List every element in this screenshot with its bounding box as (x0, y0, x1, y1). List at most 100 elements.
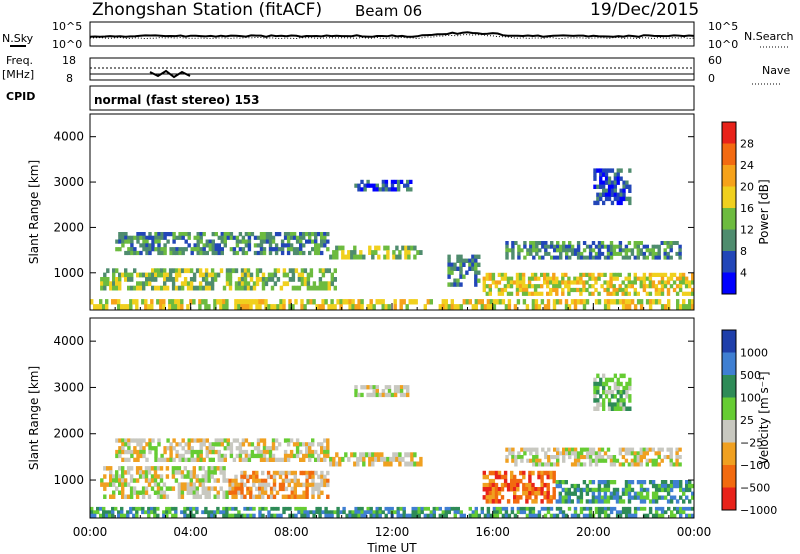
power-cell-1 (157, 268, 161, 274)
power-cell-0 (534, 299, 539, 305)
power-cell-3 (314, 239, 318, 244)
power-cell-4 (386, 250, 390, 255)
velocity-cell-2 (269, 490, 274, 495)
velocity-cell-2 (302, 494, 306, 499)
velocity-cell-1 (144, 470, 149, 475)
velocity-cell-6 (691, 491, 695, 496)
velocity-cell-0 (657, 506, 662, 511)
velocity-cell-0 (480, 506, 484, 511)
velocity-cell-0 (627, 510, 632, 515)
power-cell-2 (627, 280, 631, 285)
power-cell-6 (390, 187, 395, 192)
velocity-cell-6 (639, 480, 644, 485)
velocity-cell-7 (582, 447, 587, 452)
power-cell-6 (357, 187, 361, 192)
velocity-cell-0 (438, 513, 442, 518)
velocity-cell-0 (456, 510, 460, 515)
velocity-cell-3 (250, 449, 255, 455)
velocity-cell-0 (636, 506, 641, 511)
power-cell-1 (270, 277, 275, 282)
power-cell-5 (576, 241, 581, 245)
power-cell-1 (321, 281, 326, 287)
velocity-cell-0 (630, 513, 635, 518)
velocity-cell-9 (619, 398, 623, 403)
velocity-cell-2 (320, 474, 324, 480)
velocity-cell-0 (510, 506, 515, 511)
power-cell-1 (103, 281, 107, 287)
velocity-cell-1 (192, 486, 196, 491)
power-cell-2 (552, 284, 556, 289)
velocity-cell-1 (195, 486, 199, 491)
velocity-cell-3 (157, 442, 161, 447)
velocity-cell-2 (299, 470, 303, 476)
power-cell-3 (196, 250, 200, 256)
velocity-cell-6 (555, 499, 559, 504)
power-cell-2 (615, 272, 619, 277)
velocity-cell-1 (150, 466, 155, 471)
power-cell-2 (537, 291, 541, 296)
velocity-cell-3 (121, 438, 125, 443)
power-cell-1 (154, 272, 158, 278)
power-cell-5 (579, 251, 584, 256)
power-cell-6 (406, 183, 410, 188)
velocity-cell-5 (488, 478, 493, 484)
power-cell-5 (559, 251, 563, 256)
velocity-cell-5 (519, 495, 523, 500)
velocity-cell-7 (568, 451, 572, 456)
velocity-cell-0 (375, 513, 379, 518)
power-cell-7 (613, 184, 617, 189)
velocity-cell-0 (165, 510, 169, 515)
colorbar-swatch (722, 251, 736, 273)
power-cell-1 (130, 272, 134, 278)
velocity-cell-0 (588, 513, 593, 518)
power-cell-7 (613, 180, 617, 185)
power-cell-2 (488, 284, 492, 289)
velocity-cell-1 (147, 470, 152, 475)
power-cell-1 (282, 281, 287, 287)
velocity-cell-0 (249, 506, 253, 511)
velocity-cell-1 (141, 474, 146, 479)
power-cell-2 (503, 272, 508, 277)
velocity-cell-0 (486, 510, 491, 515)
velocity-cell-2 (231, 490, 235, 495)
velocity-cell-5 (546, 495, 550, 500)
velocity-cell-6 (576, 495, 580, 500)
velocity-cell-0 (231, 506, 235, 511)
power-cell-4 (359, 250, 363, 255)
power-cell-3 (308, 235, 312, 240)
power-cell-3 (193, 235, 197, 240)
velocity-cell-2 (234, 490, 238, 495)
velocity-cell-5 (546, 482, 550, 488)
velocity-cell-3 (259, 438, 264, 443)
power-cell-5 (606, 244, 611, 249)
power-cell-8 (447, 254, 451, 259)
velocity-cell-0 (129, 510, 133, 515)
power-cell-5 (615, 251, 620, 256)
velocity-cell-0 (495, 506, 500, 511)
velocity-cell-5 (546, 470, 550, 476)
velocity-cell-6 (630, 487, 635, 493)
velocity-cell-0 (165, 513, 169, 518)
velocity-cell-3 (235, 438, 240, 443)
velocity-cell-1 (121, 482, 125, 487)
velocity-cell-0 (363, 510, 367, 515)
power-cell-3 (160, 247, 164, 252)
power-cell-2 (579, 280, 583, 285)
velocity-cell-0 (543, 506, 548, 511)
power-cell-0 (264, 304, 268, 310)
velocity-cell-0 (90, 510, 94, 515)
power-cell-8 (474, 278, 478, 283)
velocity-cell-6 (615, 499, 620, 504)
power-cell-2 (648, 272, 653, 277)
power-cell-2 (518, 287, 523, 293)
velocity-cell-9 (593, 381, 597, 387)
power-cell-5 (505, 248, 509, 253)
velocity-cell-3 (136, 442, 140, 447)
power-cell-1 (157, 285, 161, 291)
velocity-cell-4 (365, 452, 369, 458)
velocity-cell-0 (93, 513, 97, 518)
velocity-cell-3 (199, 457, 203, 462)
velocity-cell-0 (585, 506, 590, 511)
velocity-cell-0 (423, 506, 427, 511)
power-cell-2 (570, 287, 574, 293)
